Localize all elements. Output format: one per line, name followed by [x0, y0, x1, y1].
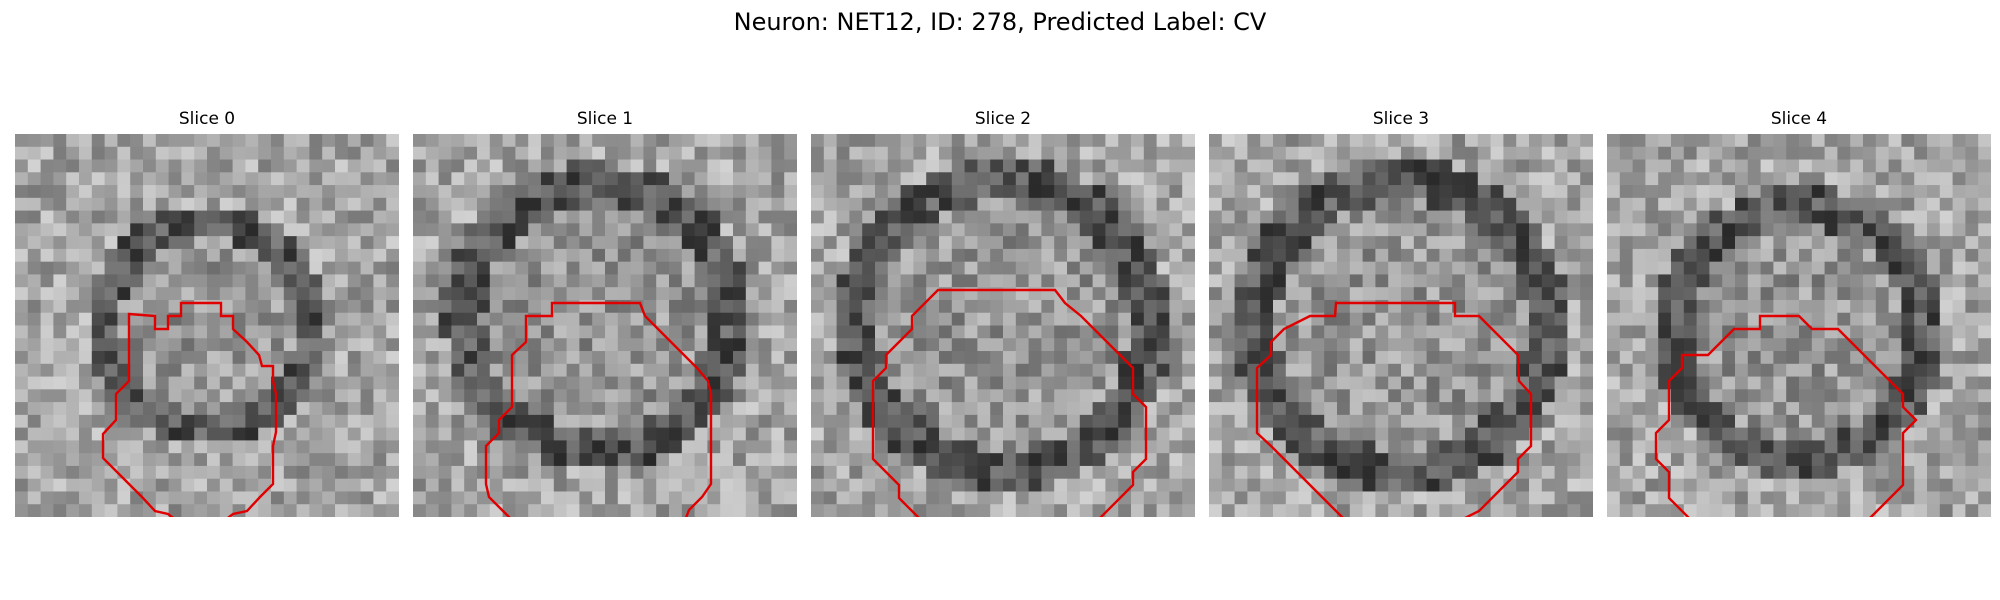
contour-outline-0 — [101, 301, 278, 517]
pixel-grid-2 — [811, 134, 1195, 517]
contour-outline-3 — [1255, 301, 1533, 517]
slice-panel-0: Slice 0 — [15, 108, 399, 517]
slice-image-1 — [413, 134, 797, 517]
slice-image-3 — [1209, 134, 1593, 517]
figure-title: Neuron: NET12, ID: 278, Predicted Label:… — [733, 8, 1267, 36]
slice-image-4 — [1607, 134, 1991, 517]
slice-panel-4: Slice 4 — [1607, 108, 1991, 517]
slice-title-2: Slice 2 — [974, 109, 1032, 129]
slice-title-3: Slice 3 — [1372, 109, 1430, 129]
slice-image-2 — [811, 134, 1195, 517]
slice-panel-2: Slice 2 — [811, 108, 1195, 517]
pixel-grid-3 — [1209, 134, 1593, 517]
slice-title-0: Slice 0 — [178, 109, 236, 129]
pixel-grid-1 — [413, 134, 797, 517]
pixel-grid-0 — [15, 134, 399, 517]
slice-panel-1: Slice 1 — [413, 108, 797, 517]
slice-panel-3: Slice 3 — [1209, 108, 1593, 517]
contour-outline-2 — [871, 288, 1148, 517]
slice-title-4: Slice 4 — [1770, 109, 1828, 129]
slice-image-0 — [15, 134, 399, 517]
contour-outline-1 — [484, 301, 713, 517]
slice-title-1: Slice 1 — [576, 109, 634, 129]
contour-outline-4 — [1654, 314, 1918, 517]
pixel-grid-4 — [1607, 134, 1991, 517]
